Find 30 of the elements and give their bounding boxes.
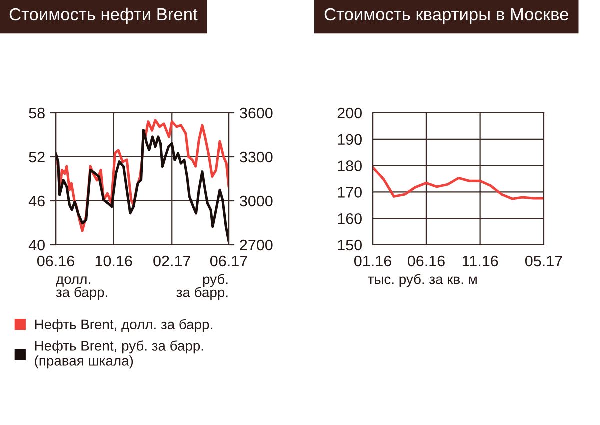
- y2-tick-label: 3000: [240, 196, 273, 207]
- y-tick-label: 40: [28, 240, 45, 251]
- y-tick-label: 52: [29, 152, 45, 163]
- y-tick-label: 150: [338, 240, 362, 251]
- chart-title: Стоимость нефти Brent: [10, 8, 198, 24]
- y2-tick-label: 2700: [240, 240, 273, 251]
- y2-tick-label: 3600: [240, 108, 273, 119]
- legend-label: Нефть Brent, долл. за барр.: [35, 319, 212, 332]
- x-tick-label: 06.16: [408, 256, 445, 267]
- text: тыс. руб. за кв. м: [368, 274, 477, 288]
- y-tick-label: 180: [338, 160, 362, 172]
- line-series: [373, 166, 544, 200]
- text: долл. за барр.: [56, 276, 108, 300]
- x-tick-label: 10.16: [96, 256, 132, 267]
- legend-label: Нефть Brent, руб. за барр. (правая шкала): [35, 340, 204, 369]
- y-tick-label: 46: [28, 196, 45, 207]
- x-tick-label: 06.17: [210, 256, 248, 267]
- y-tick-label: 160: [338, 213, 362, 224]
- x-tick-label: 02.17: [154, 256, 190, 267]
- y-tick-label: 190: [338, 134, 362, 146]
- text: руб. за барр.: [176, 274, 228, 300]
- y-tick-label: 200: [338, 108, 362, 119]
- x-tick-label: 05.17: [525, 256, 562, 267]
- x-tick-label: 11.16: [462, 256, 498, 267]
- y2-tick-label: 3300: [240, 152, 273, 163]
- x-tick-label: 06.16: [37, 256, 74, 267]
- chart-title: Стоимость квартиры в Москве: [324, 8, 568, 24]
- y-tick-label: 58: [29, 108, 45, 119]
- y-tick-label: 170: [338, 187, 362, 198]
- x-tick-label: 01.16: [354, 256, 392, 267]
